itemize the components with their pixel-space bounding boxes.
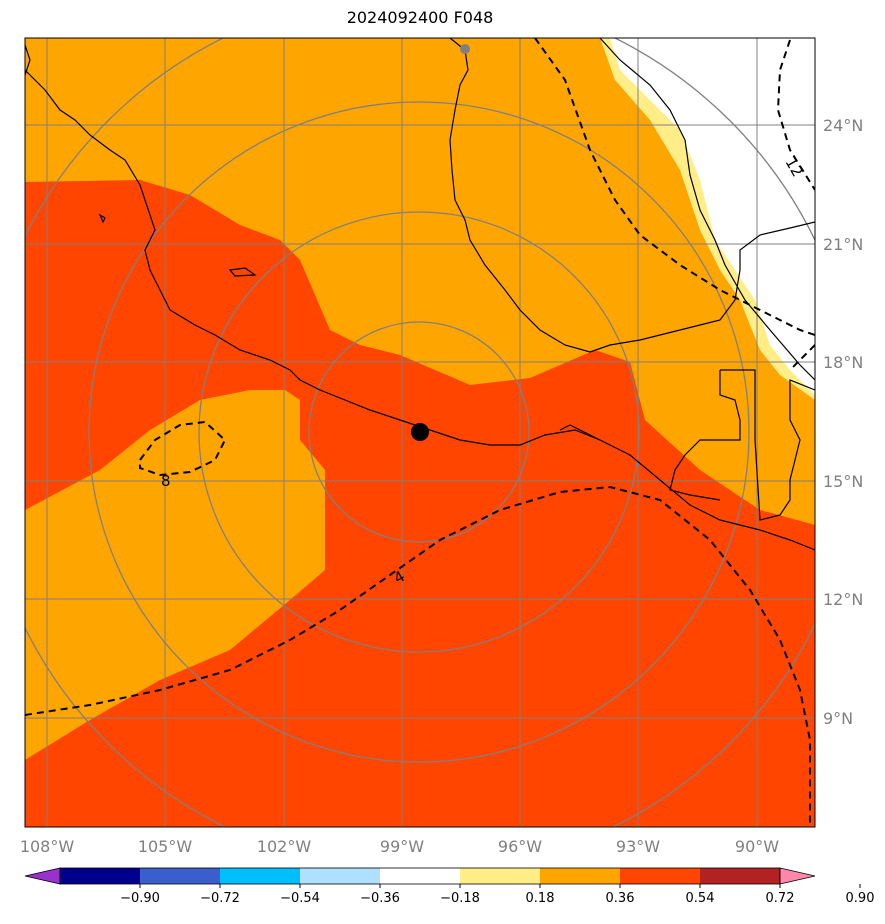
colorbar xyxy=(24,867,816,885)
lon-tick-label: 99°W xyxy=(380,837,424,856)
colorbar-tick-label: −0.72 xyxy=(200,891,240,906)
center-marker xyxy=(411,423,429,441)
lat-tick-label: 21°N xyxy=(823,235,863,254)
lat-tick-label: 9°N xyxy=(823,709,853,728)
colorbar-tick-label: 0.18 xyxy=(526,891,555,906)
contour-8 xyxy=(139,420,227,477)
colorbar-tick-label: 0.54 xyxy=(686,891,715,906)
map-frame xyxy=(24,37,816,828)
colorbar-swatch xyxy=(620,868,701,884)
colorbar-swatch xyxy=(300,868,381,884)
lon-tick-label: 105°W xyxy=(138,837,193,856)
lon-tick-label: 102°W xyxy=(257,837,312,856)
map-title: 2024092400 F048 xyxy=(346,8,494,27)
colorbar-tick-label: −0.36 xyxy=(360,891,400,906)
colorbar-swatch xyxy=(540,868,621,884)
colorbar-tick-label: 0.36 xyxy=(606,891,635,906)
contour-label-8: 8 xyxy=(161,472,171,490)
lon-tick-label: 90°W xyxy=(735,837,779,856)
lon-tick-label: 96°W xyxy=(498,837,542,856)
map-plot-area: 12 8 4 xyxy=(25,38,815,827)
colorbar-swatch xyxy=(460,868,541,884)
range-rings xyxy=(25,38,815,827)
lat-tick-label: 24°N xyxy=(823,116,863,135)
colorbar-tick-label: 0.72 xyxy=(766,891,795,906)
lon-tick-label: 93°W xyxy=(616,837,660,856)
lat-tick-label: 18°N xyxy=(823,353,863,372)
colorbar-swatch xyxy=(140,868,221,884)
colorbar-swatch xyxy=(220,868,301,884)
coastlines xyxy=(25,38,815,551)
colorbar-swatch xyxy=(380,868,461,884)
lat-tick-label: 15°N xyxy=(823,472,863,491)
colorbar-tick-label: 0.90 xyxy=(846,891,875,906)
contour-lower-right xyxy=(789,344,815,371)
contour-4 xyxy=(25,485,811,827)
lon-tick-labels: 108°W 105°W 102°W 99°W 96°W 93°W 90°W xyxy=(20,837,779,856)
colorbar-outline xyxy=(59,867,781,885)
colorbar-extend-high xyxy=(779,867,816,885)
colorbar-labels: −0.90 −0.72 −0.54 −0.36 −0.18 0.18 0.36 0.54 0.7… xyxy=(120,884,874,906)
colorbar-extend-low xyxy=(24,867,61,885)
colorbar-swatch xyxy=(700,868,781,884)
colorbar-tick-label: −0.18 xyxy=(440,891,480,906)
field-red-orange xyxy=(25,180,815,827)
colorbar-swatch xyxy=(60,868,141,884)
colorbar-tick-label: −0.54 xyxy=(280,891,320,906)
lon-tick-label: 108°W xyxy=(20,837,75,856)
lat-tick-label: 12°N xyxy=(823,590,863,609)
contour-mid xyxy=(534,38,815,336)
colorbar-tick-label: −0.90 xyxy=(120,891,160,906)
secondary-marker xyxy=(460,44,470,54)
lat-tick-labels: 24°N 21°N 18°N 15°N 12°N 9°N xyxy=(823,116,863,728)
graticule xyxy=(25,38,815,827)
field-white xyxy=(610,38,815,395)
dashed-contours xyxy=(25,38,815,827)
